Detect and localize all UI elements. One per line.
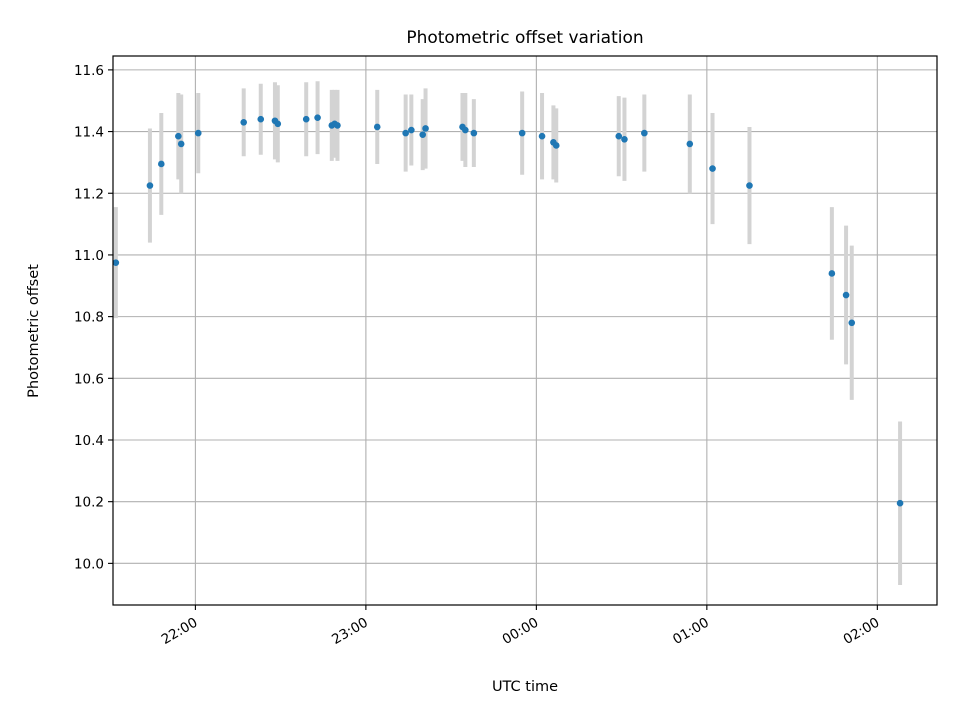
data-point <box>641 129 648 137</box>
data-point <box>621 135 628 143</box>
y-tick-label: 11.0 <box>74 248 104 264</box>
data-point <box>709 165 716 172</box>
data-point <box>112 259 120 266</box>
y-tick-label: 11.2 <box>74 186 104 202</box>
data-point <box>462 126 469 134</box>
y-tick-label: 11.4 <box>74 125 104 141</box>
data-point <box>518 129 526 137</box>
y-axis-ticks: 10.0 10.2 10.4 10.6 10.8 11.0 11.2 11.4 11.6 <box>74 63 113 572</box>
data-point <box>828 270 836 277</box>
x-axis-label: UTC time <box>492 679 558 695</box>
data-point <box>257 115 265 123</box>
plot-frame <box>112 55 938 606</box>
data-point <box>240 119 248 126</box>
data-point <box>408 126 415 134</box>
data-point <box>175 132 182 140</box>
data-point <box>746 182 753 189</box>
data-point <box>419 131 427 138</box>
y-tick-label: 10.6 <box>74 371 104 387</box>
data-point <box>334 122 341 129</box>
data-point <box>158 160 165 168</box>
data-point <box>552 142 560 149</box>
data-point <box>896 499 904 507</box>
data-point <box>686 140 694 148</box>
y-tick-label: 10.8 <box>74 310 104 326</box>
data-point <box>402 129 409 137</box>
data-point <box>177 140 185 148</box>
chart-title: Photometric offset variation <box>406 28 643 48</box>
y-axis-label: Photometric offset <box>26 264 42 398</box>
data-point <box>422 125 429 132</box>
data-point <box>314 114 321 121</box>
data-point <box>373 123 381 131</box>
data-point <box>194 129 202 137</box>
data-point <box>538 132 546 140</box>
data-point <box>146 182 154 189</box>
data-point <box>274 120 282 128</box>
data-point <box>848 319 856 327</box>
y-tick-label: 10.4 <box>74 433 104 449</box>
y-tick-label: 11.6 <box>74 63 104 79</box>
data-points <box>112 114 904 507</box>
data-point <box>615 132 623 140</box>
data-point <box>470 129 478 137</box>
y-tick-label: 10.0 <box>74 556 104 572</box>
data-point <box>302 115 310 123</box>
data-point <box>842 291 850 299</box>
y-tick-label: 10.2 <box>74 495 104 511</box>
